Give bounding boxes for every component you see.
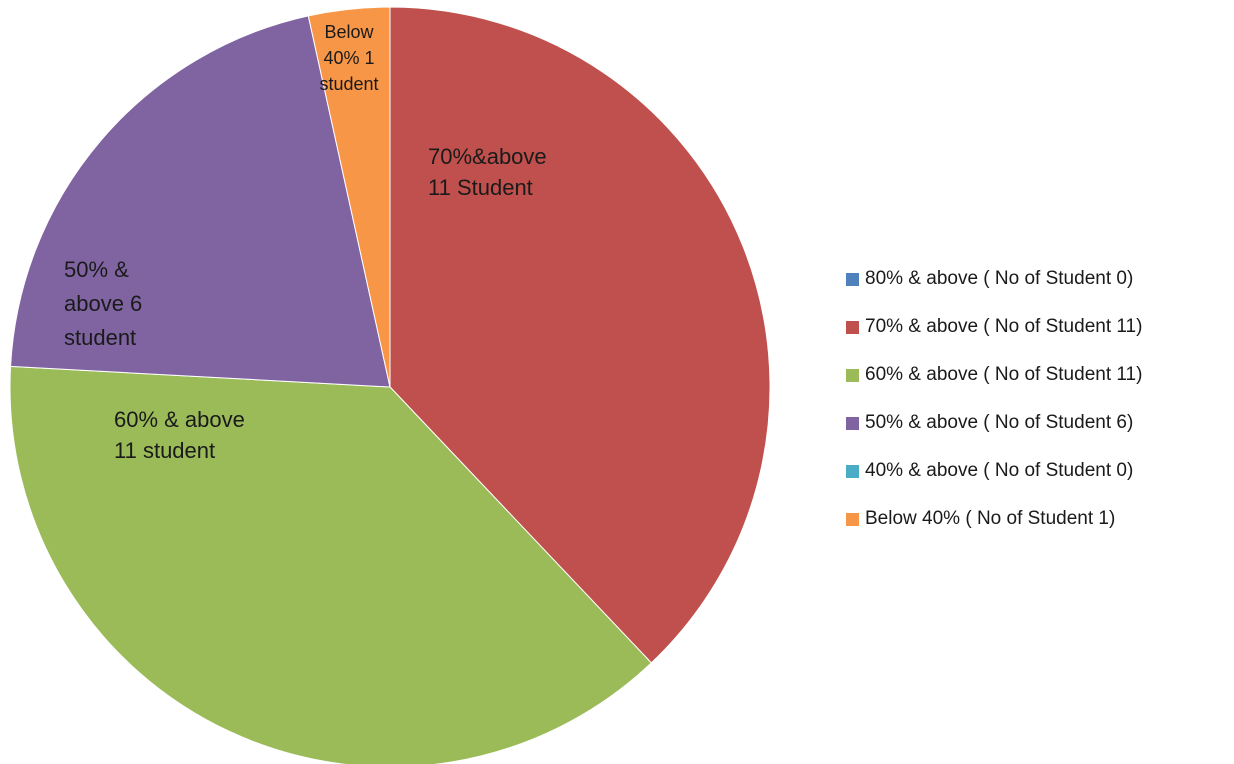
legend-swatch xyxy=(846,416,859,430)
slice-data-label-line: 70%&above xyxy=(428,144,547,169)
slice-data-label-line: Below xyxy=(324,22,374,42)
legend-label: 70% & above ( No of Student 11) xyxy=(865,316,1143,337)
legend-item: 70% & above ( No of Student 11) xyxy=(846,303,1142,351)
legend-swatch xyxy=(846,320,859,334)
pie-slice xyxy=(389,6,771,664)
pie-slice xyxy=(307,6,391,388)
slice-data-label: 60% & above 11 student xyxy=(114,407,245,463)
pie-slice xyxy=(9,365,653,764)
slice-data-label-line: 11 Student xyxy=(428,175,533,200)
legend-item: 40% & above ( No of Student 0) xyxy=(846,447,1142,495)
pie-slice xyxy=(10,15,391,388)
slice-data-label: 50% & above 6 student xyxy=(64,257,142,350)
slice-data-label-line: student xyxy=(64,325,136,350)
legend-label: Below 40% ( No of Student 1) xyxy=(865,508,1116,529)
legend-label: 60% & above ( No of Student 11) xyxy=(865,364,1143,385)
slice-data-label-line: 40% 1 xyxy=(323,48,374,68)
slice-data-label-line: 50% & xyxy=(64,257,129,282)
legend-swatch xyxy=(846,368,859,382)
slice-data-label-line: 11 student xyxy=(114,438,215,463)
legend-item: 60% & above ( No of Student 11) xyxy=(846,351,1142,399)
slice-data-label-line: 60% & above xyxy=(114,407,245,432)
legend-item: 50% & above ( No of Student 6) xyxy=(846,399,1142,447)
slice-data-label: Below 40% 1 student xyxy=(319,22,378,94)
legend-label: 80% & above ( No of Student 0) xyxy=(865,268,1134,289)
legend-item: Below 40% ( No of Student 1) xyxy=(846,495,1142,543)
slice-data-label-line: above 6 xyxy=(64,291,142,316)
legend-item: 80% & above ( No of Student 0) xyxy=(846,255,1142,303)
legend-swatch xyxy=(846,464,859,478)
slice-data-label-line: student xyxy=(319,74,378,94)
legend-swatch xyxy=(846,272,859,286)
chart-legend: 80% & above ( No of Student 0) 70% & abo… xyxy=(846,255,1142,543)
legend-swatch xyxy=(846,512,859,526)
legend-label: 50% & above ( No of Student 6) xyxy=(865,412,1134,433)
slice-data-label: 70%&above 11 Student xyxy=(428,144,547,200)
legend-label: 40% & above ( No of Student 0) xyxy=(865,460,1134,481)
